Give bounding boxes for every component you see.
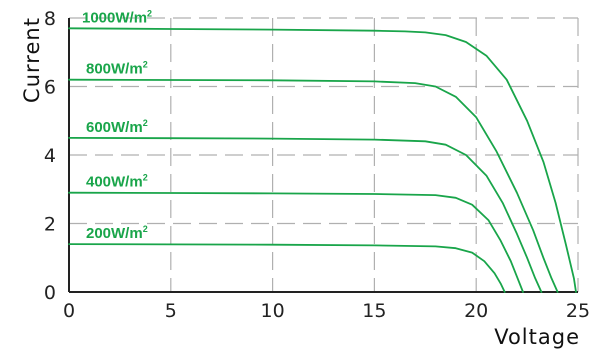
x-tick-label: 25 bbox=[566, 300, 590, 322]
series-lines bbox=[68, 27, 577, 293]
y-tick-label: 4 bbox=[44, 145, 56, 167]
x-tick-labels: 0 5 10 15 20 25 bbox=[63, 300, 590, 322]
series-line-2 bbox=[68, 137, 543, 293]
grid bbox=[69, 17, 579, 292]
series-line-3 bbox=[68, 191, 524, 293]
x-tick-label: 10 bbox=[261, 300, 285, 322]
series-line-0 bbox=[68, 27, 577, 293]
x-tick-label: 5 bbox=[165, 300, 177, 322]
series-label-superscript: 2 bbox=[143, 118, 148, 128]
x-axis-title: Voltage bbox=[494, 325, 580, 349]
y-tick-label: 0 bbox=[44, 282, 56, 304]
axes bbox=[68, 18, 578, 293]
series-label: 1000W/m2 bbox=[82, 8, 152, 26]
series-label-superscript: 2 bbox=[143, 173, 148, 183]
series-label: 200W/m2 bbox=[86, 224, 148, 242]
x-tick-label: 20 bbox=[464, 300, 488, 322]
series-labels: 1000W/m2 800W/m2 600W/m2 400W/m2 200W/m2 bbox=[82, 8, 152, 242]
series-label: 400W/m2 bbox=[86, 173, 148, 191]
y-tick-label: 6 bbox=[44, 77, 56, 99]
series-line-4 bbox=[68, 243, 506, 293]
x-tick-label: 0 bbox=[63, 300, 75, 322]
series-label: 600W/m2 bbox=[86, 118, 148, 136]
x-tick-label: 15 bbox=[362, 300, 386, 322]
series-label-superscript: 2 bbox=[143, 60, 148, 70]
series-label: 800W/m2 bbox=[86, 60, 148, 78]
y-tick-label: 8 bbox=[44, 8, 56, 30]
series-line-1 bbox=[68, 78, 559, 293]
y-tick-label: 2 bbox=[44, 214, 56, 236]
series-label-superscript: 2 bbox=[147, 8, 152, 18]
series-label-superscript: 2 bbox=[143, 224, 148, 234]
y-tick-labels: 0 2 4 6 8 bbox=[44, 8, 56, 304]
y-axis-title: Current bbox=[20, 17, 44, 103]
